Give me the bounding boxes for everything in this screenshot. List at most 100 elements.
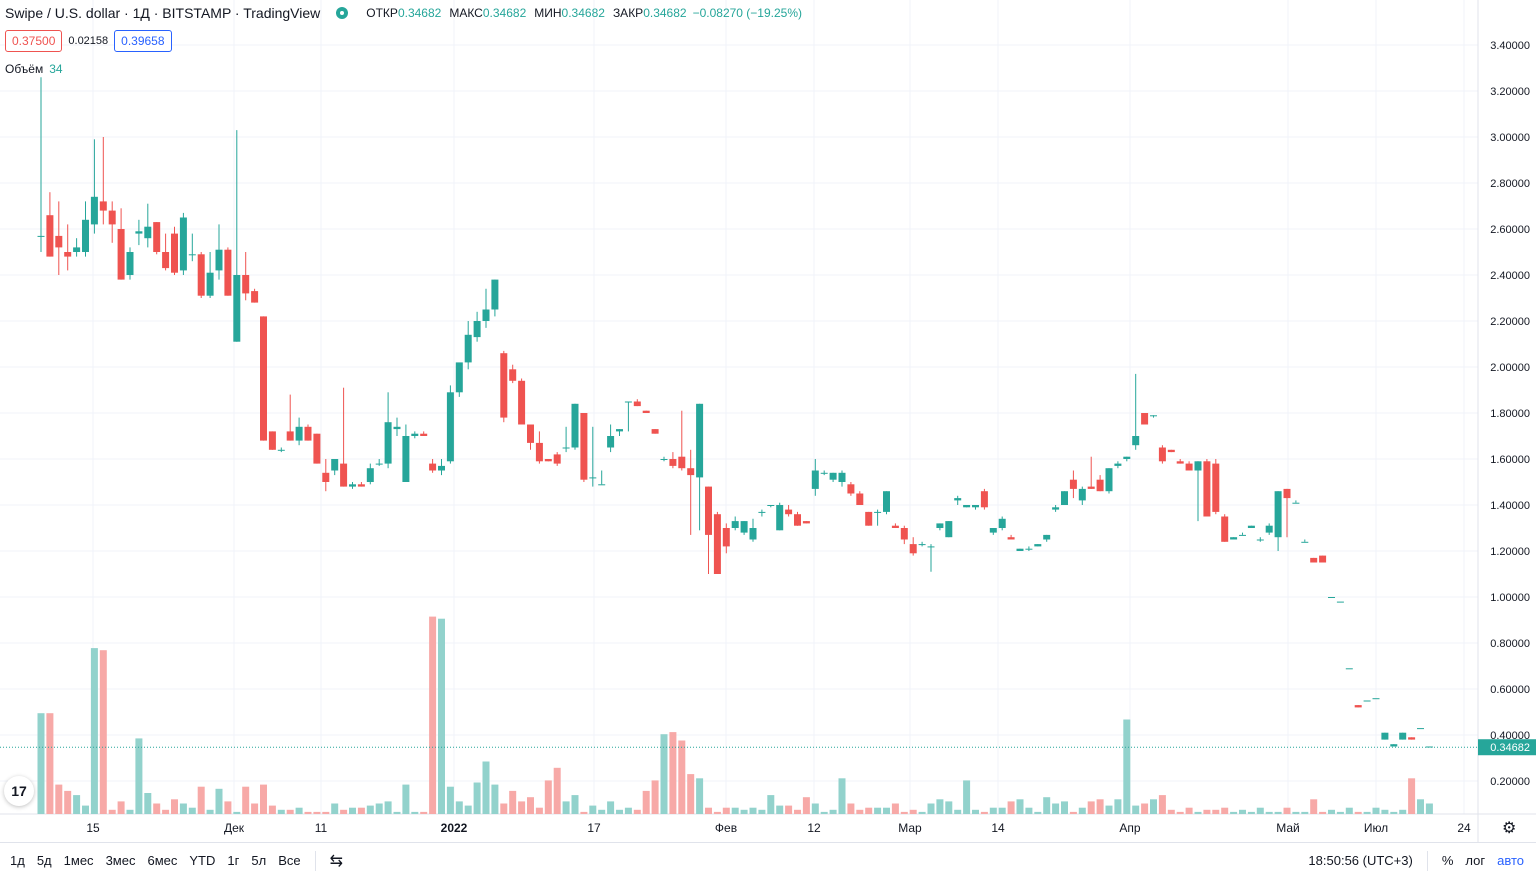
bid-price-box[interactable]: 0.37500 <box>5 30 63 52</box>
volume-bar <box>535 807 543 814</box>
volume-bar <box>705 807 712 814</box>
percent-scale-toggle[interactable]: % <box>1441 853 1454 868</box>
volume-bar <box>1417 799 1424 814</box>
candle-body <box>464 334 472 363</box>
volume-bar <box>215 788 223 814</box>
volume-bar <box>1150 799 1157 814</box>
candle-body <box>1150 415 1157 417</box>
volume-bar <box>767 795 775 814</box>
time-tick-label: Мар <box>898 821 922 835</box>
timeframe-1d[interactable]: 1д <box>10 853 25 868</box>
volume-bar <box>82 805 89 814</box>
time-tick-label: 2022 <box>441 821 468 835</box>
log-scale-toggle[interactable]: лог <box>1465 853 1486 868</box>
candle-body <box>393 426 401 430</box>
candle-body <box>607 436 615 448</box>
ask-price-box[interactable]: 0.39658 <box>114 30 172 52</box>
price-tick-label: 3.20000 <box>1490 86 1530 98</box>
volume-value: 34 <box>49 62 63 76</box>
volume-bar <box>802 797 810 814</box>
volume-legend[interactable]: Объём 34 <box>5 62 63 76</box>
candle-body <box>1230 537 1238 540</box>
volume-bar <box>1176 811 1184 814</box>
volume-bar <box>918 811 926 814</box>
volume-bar <box>1230 811 1238 814</box>
volume-bar <box>589 805 597 814</box>
open-value: 0.34682 <box>397 6 442 20</box>
volume-bar <box>1167 809 1175 814</box>
volume-bar <box>206 809 214 814</box>
volume-bar <box>696 778 704 814</box>
volume-bar <box>233 811 241 814</box>
volume-bar <box>1034 811 1042 814</box>
candle-body <box>322 472 330 482</box>
candle-body <box>473 321 481 338</box>
settings-gear-icon[interactable]: ⚙ <box>1502 820 1517 837</box>
candle-body <box>1212 463 1220 512</box>
timeframe-6m[interactable]: 6мес <box>147 853 178 868</box>
candle-body <box>624 401 632 403</box>
volume-bar <box>1194 811 1202 814</box>
candle-body <box>713 514 721 574</box>
volume-bar <box>1007 801 1015 814</box>
candle-body <box>73 247 81 252</box>
volume-bar <box>438 618 445 814</box>
price-tick-label: 2.20000 <box>1490 316 1530 328</box>
timeframe-ytd[interactable]: YTD <box>189 853 216 868</box>
candle-body <box>482 309 490 321</box>
timeframe-1y[interactable]: 1г <box>227 853 240 868</box>
volume-bar <box>37 713 45 814</box>
timeframe-5y[interactable]: 5л <box>251 853 267 868</box>
time-tick-label: 11 <box>315 821 328 835</box>
volume-bar <box>1372 807 1380 814</box>
candle-body <box>1105 468 1113 492</box>
volume-label: Объём <box>5 62 44 76</box>
volume-bar <box>874 807 882 814</box>
volume-bar <box>1310 799 1318 814</box>
clock[interactable]: 18:50:56 (UTC+3) <box>1308 853 1413 868</box>
auto-scale-toggle[interactable]: авто <box>1497 853 1524 868</box>
candle-body <box>153 222 161 252</box>
candle-body <box>1239 534 1246 536</box>
volume-bar <box>820 811 828 814</box>
visibility-eye-icon[interactable] <box>336 7 349 19</box>
candle-body <box>179 217 187 271</box>
candle-body <box>224 249 232 296</box>
candle-body <box>740 521 748 533</box>
volume-bar <box>1283 807 1291 814</box>
compare-icon[interactable]: ⇆ <box>329 852 343 870</box>
candle-body <box>927 546 935 548</box>
candle-body <box>1408 737 1416 740</box>
candle-body <box>1417 728 1424 730</box>
volume-bar <box>954 809 962 814</box>
candle-body <box>108 210 116 225</box>
candle-body <box>1301 541 1309 543</box>
candle-body <box>794 514 801 526</box>
timeframe-3m[interactable]: 3мес <box>105 853 136 868</box>
candle-body <box>1185 463 1193 471</box>
tradingview-logo-icon[interactable]: 17 <box>4 776 34 806</box>
candle-body <box>598 484 606 486</box>
symbol-title[interactable]: Swipe / U.S. dollar · 1Д · BITSTAMP · Tr… <box>5 5 321 21</box>
timeframe-all[interactable]: Все <box>278 853 301 868</box>
price-tick-label: 2.80000 <box>1490 178 1530 190</box>
volume-bar <box>1425 803 1433 814</box>
candle-body <box>1167 449 1175 453</box>
volume-bar <box>1345 807 1353 814</box>
candle-body <box>954 498 962 501</box>
volume-bar <box>1025 807 1033 814</box>
volume-bar <box>464 805 472 814</box>
volume-bar <box>429 616 437 814</box>
timeframe-5d[interactable]: 5д <box>36 853 52 868</box>
candle-body <box>1381 732 1389 740</box>
volume-bar <box>678 740 686 814</box>
volume-bar <box>1239 809 1246 814</box>
time-tick-label: 12 <box>807 821 821 835</box>
volume-bar <box>527 797 534 814</box>
candle-body <box>1425 746 1433 748</box>
candle-body <box>206 272 214 296</box>
candle-body <box>838 472 846 482</box>
timeframe-1m[interactable]: 1мес <box>63 853 94 868</box>
price-chart[interactable]: 3.40000 3.20000 3.00000 2.80000 2.60000 2.400… <box>0 0 1536 842</box>
time-tick-label: Июл <box>1364 821 1388 835</box>
